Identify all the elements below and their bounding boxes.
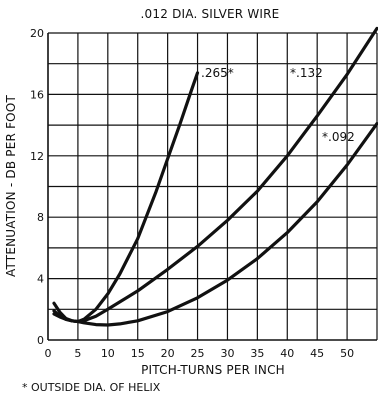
x-tick-label: 35	[250, 347, 264, 360]
series-label-132: *.132	[290, 66, 323, 80]
y-tick-label: 4	[37, 273, 44, 286]
y-tick-label: 8	[37, 211, 44, 224]
x-tick-label: 40	[280, 347, 294, 360]
chart-title: .012 DIA. SILVER WIRE	[141, 7, 280, 21]
x-tick-label: 5	[74, 347, 81, 360]
x-tick-label: 10	[101, 347, 115, 360]
x-tick-label: 25	[191, 347, 205, 360]
series-label-092: *.092	[322, 130, 355, 144]
grid-layer	[47, 32, 378, 341]
y-axis-label: ATTENUATION - DB PER FOOT	[4, 95, 18, 277]
x-tick-label: 15	[131, 347, 145, 360]
y-tick-label: 16	[30, 88, 44, 101]
series-line-1	[52, 71, 200, 324]
y-tick-label: 0	[37, 334, 44, 347]
series-layer	[52, 26, 378, 327]
series-label-265: .265*	[201, 66, 234, 80]
x-tick-label: 30	[220, 347, 234, 360]
series-line-3	[52, 121, 378, 327]
y-tick-label: 12	[30, 150, 44, 163]
tick-label-layer: 0 5 10 15 20 25 30 35 40 45 50 0 4 8 12 16 20	[30, 27, 354, 360]
x-tick-label: 20	[161, 347, 175, 360]
x-tick-label: 50	[340, 347, 354, 360]
chart-footnote: OUTSIDE DIA. OF HELIX	[31, 381, 161, 394]
footnote-star: *	[22, 381, 28, 394]
x-tick-label: 0	[45, 347, 52, 360]
x-axis-label: PITCH-TURNS PER INCH	[141, 363, 285, 377]
y-tick-label: 20	[30, 27, 44, 40]
x-tick-label: 45	[310, 347, 324, 360]
